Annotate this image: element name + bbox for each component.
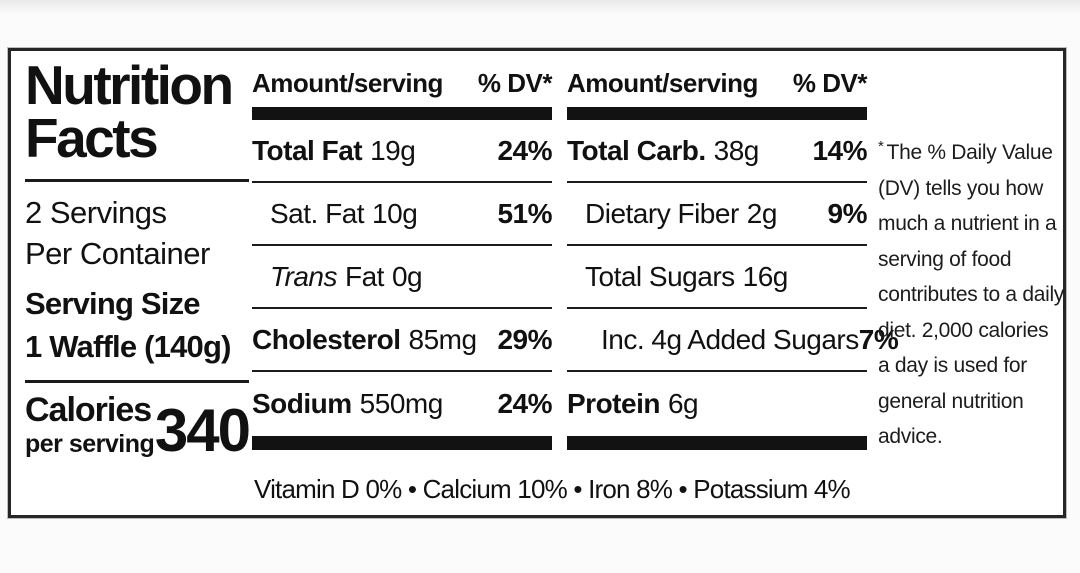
servings-per-container: 2 Servings Per Container	[25, 192, 249, 274]
nutrient-name: Total Carb.	[567, 134, 706, 166]
row-cholesterol: Cholesterol 85mg 29%	[252, 309, 552, 372]
nutrient-amount: 550mg	[359, 387, 444, 419]
title-line-2: Facts	[25, 107, 159, 169]
nutrient-name: Dietary Fiber	[585, 197, 739, 229]
divider-under-title	[25, 179, 249, 182]
nutrient-amount: 6g	[667, 387, 699, 419]
column-bottom-bar	[567, 436, 867, 450]
nutrient-amount: 38g	[713, 134, 760, 166]
nutrient-amount: 16g	[742, 260, 789, 292]
column-header: Amount/serving % DV*	[567, 65, 868, 107]
nutrient-name: Total Fat	[252, 134, 363, 166]
nutrient-column-right: Amount/serving % DV* Total Carb. 38g 14%…	[567, 65, 899, 450]
nutrient-name-italic: Trans	[270, 260, 338, 292]
servings-line-1: 2 Servings	[25, 195, 167, 230]
amount-serving-header: Amount/serving	[252, 68, 443, 98]
calories-label: Calories	[25, 391, 152, 429]
nutrient-name: Sodium	[252, 387, 352, 419]
title-line-1: Nutrition	[25, 54, 234, 116]
row-protein: Protein 6g	[567, 372, 867, 435]
nutrient-amount: 0g	[391, 260, 423, 292]
row-trans-fat: Trans Fat 0g	[252, 246, 552, 309]
daily-value-footnote: * The % Daily Value (DV) tells you how mu…	[878, 129, 1064, 455]
header-bar	[567, 107, 867, 120]
nutrient-amount: 10g	[372, 197, 418, 229]
row-total-fat: Total Fat 19g 24%	[252, 120, 552, 183]
nutrient-name: Sat. Fat	[270, 197, 365, 229]
vitamins-minerals-line: Vitamin D 0% • Calcium 10% • Iron 8% • P…	[254, 474, 851, 504]
footnote-text: The % Daily Value (DV) tells you how muc…	[878, 141, 1065, 448]
nutrient-dv: 29%	[497, 323, 552, 355]
column-header: Amount/serving % DV*	[252, 65, 553, 107]
amount-serving-header: Amount/serving	[567, 68, 758, 98]
calories-value: 340	[154, 397, 251, 464]
serving-size-value: 1 Waffle (140g)	[25, 329, 231, 364]
nutrient-dv: 51%	[497, 197, 552, 229]
divider-under-serving-size	[25, 380, 249, 383]
nutrient-dv: 24%	[497, 387, 552, 419]
nutrition-facts-title: Nutrition Facts	[25, 54, 249, 169]
dv-header: % DV*	[792, 68, 868, 98]
calories-per-serving-label: per serving	[25, 430, 155, 458]
nutrient-amount: 19g	[370, 134, 416, 166]
nutrient-dv: 14%	[812, 134, 867, 166]
header-bar	[252, 107, 552, 120]
nutrient-column-left: Amount/serving % DV* Total Fat 19g 24% S…	[252, 65, 553, 450]
row-added-sugars: Inc. 4g Added Sugars 7%	[567, 309, 899, 372]
nutrient-amount: 2g	[746, 197, 778, 229]
calories-block: Calories per serving 340	[25, 391, 251, 464]
image-top-edge	[0, 0, 1080, 14]
footnote-asterisk: *	[878, 138, 884, 155]
nutrition-facts-label: Nutrition Facts 2 Servings Per Container…	[8, 48, 1066, 518]
column-bottom-bar	[252, 436, 552, 450]
calories-labels: Calories per serving	[25, 391, 155, 459]
servings-line-2: Per Container	[25, 236, 210, 271]
serving-size-label: Serving Size	[25, 286, 201, 321]
label-left-column: Nutrition Facts 2 Servings Per Container…	[25, 54, 251, 464]
nutrient-dv: 9%	[827, 197, 868, 229]
nutrient-name: Inc. 4g Added Sugars	[601, 323, 859, 355]
nutrient-name: Cholesterol	[252, 323, 401, 355]
nutrient-dv: 7%	[858, 323, 899, 355]
row-total-carb: Total Carb. 38g 14%	[567, 120, 867, 183]
dv-header: % DV*	[477, 68, 553, 98]
nutrient-name: Protein	[567, 387, 660, 419]
nutrient-name: Total Sugars	[585, 260, 735, 292]
row-total-sugars: Total Sugars 16g	[567, 246, 867, 309]
serving-size: Serving Size 1 Waffle (140g)	[25, 282, 249, 368]
row-sodium: Sodium 550mg 24%	[252, 372, 552, 435]
row-dietary-fiber: Dietary Fiber 2g 9%	[567, 183, 868, 246]
nutrient-name: Fat	[345, 260, 384, 292]
nutrient-dv: 24%	[497, 134, 552, 166]
row-sat-fat: Sat. Fat 10g 51%	[252, 183, 552, 246]
nutrient-amount: 85mg	[408, 323, 478, 355]
